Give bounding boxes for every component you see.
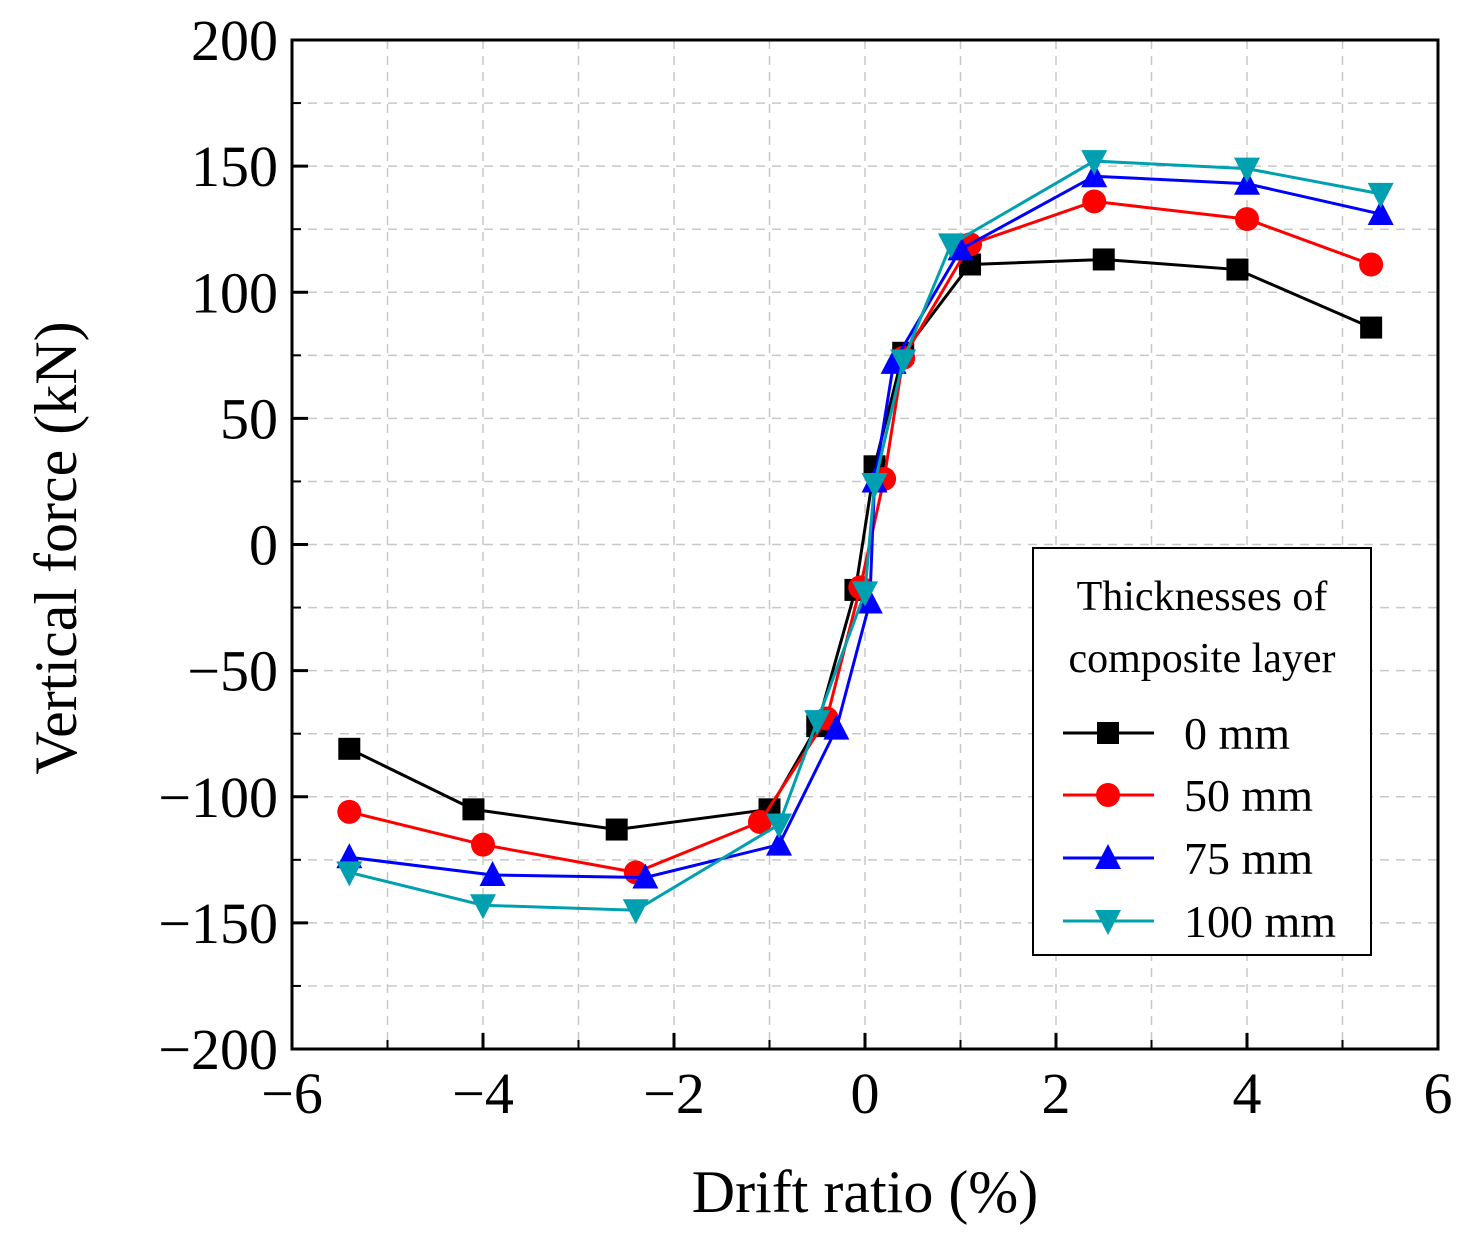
- data-point: [337, 799, 362, 824]
- data-point: [856, 588, 883, 614]
- y-axis-label: Vertical force (kN): [23, 321, 89, 774]
- data-point: [823, 714, 850, 740]
- legend-entry: 100 mm: [1063, 896, 1336, 947]
- axis-ticks: [290, 38, 1440, 1051]
- x-tick-label: 6: [1424, 1061, 1453, 1126]
- y-tick-label: −200: [158, 1017, 278, 1082]
- data-point: [861, 472, 888, 498]
- x-tick-label: 4: [1233, 1061, 1262, 1126]
- data-point: [1235, 207, 1259, 232]
- data-point: [804, 710, 831, 736]
- legend-label: 0 mm: [1184, 708, 1290, 759]
- data-point: [1367, 200, 1394, 226]
- legend-marker: [1096, 783, 1120, 807]
- series-layer: [336, 150, 1394, 925]
- data-point: [1082, 189, 1107, 214]
- data-point: [1234, 157, 1260, 183]
- data-point: [947, 235, 974, 261]
- legend-entry: 50 mm: [1063, 770, 1313, 821]
- x-tick-label: −2: [643, 1061, 705, 1126]
- legend: Thicknesses of composite layer 0 mm 50 mm…: [1032, 547, 1372, 956]
- x-tick-label: 2: [1042, 1061, 1071, 1126]
- data-point: [766, 813, 793, 839]
- series-line: [348, 257, 1372, 832]
- data-point: [338, 737, 361, 760]
- data-point: [1359, 252, 1384, 277]
- y-tick-label: 0: [249, 513, 278, 578]
- data-point: [622, 899, 649, 925]
- y-tick-label: −100: [158, 765, 278, 830]
- x-axis-label: Drift ratio (%): [692, 1159, 1039, 1225]
- x-tick-label: 0: [851, 1061, 880, 1126]
- data-point: [462, 798, 485, 821]
- series-line: [349, 174, 1382, 879]
- legend-entry: 75 mm: [1063, 833, 1313, 884]
- data-point: [471, 832, 495, 857]
- y-tick-label: 150: [191, 134, 278, 199]
- legend-box: [1032, 547, 1372, 956]
- x-tick-labels: −6 −4 −2 0 2 4 6: [261, 1061, 1452, 1126]
- series-line: [348, 159, 1381, 912]
- data-point: [852, 581, 878, 607]
- data-point: [1092, 248, 1115, 271]
- data-point: [766, 830, 793, 856]
- data-point: [470, 894, 496, 920]
- legend-marker: [1095, 844, 1121, 869]
- y-tick-labels: −200 −150 −100 −50 0 50 100 150 200: [158, 8, 278, 1082]
- data-point: [632, 863, 659, 889]
- legend-marker: [1095, 910, 1121, 935]
- data-point: [479, 860, 506, 886]
- legend-marker: [1097, 722, 1119, 744]
- legend-title-line-1: Thicknesses of: [1077, 574, 1328, 620]
- x-tick-label: −6: [261, 1061, 323, 1126]
- y-tick-label: 200: [191, 8, 278, 73]
- data-point: [747, 809, 772, 834]
- x-tick-label: −4: [452, 1061, 514, 1126]
- data-point: [1081, 150, 1108, 176]
- data-point: [605, 818, 628, 841]
- legend-label: 50 mm: [1184, 770, 1313, 821]
- data-point: [336, 861, 363, 887]
- legend-label: 100 mm: [1184, 896, 1336, 947]
- series-4: [336, 150, 1394, 925]
- data-point: [1226, 258, 1249, 281]
- y-tick-label: −150: [158, 891, 278, 956]
- y-tick-label: −50: [187, 639, 278, 704]
- legend-label: 75 mm: [1184, 833, 1313, 884]
- data-point: [1367, 182, 1394, 208]
- legend-title-line-2: composite layer: [1068, 636, 1335, 682]
- y-tick-label: 50: [220, 386, 278, 451]
- data-point: [1360, 316, 1383, 339]
- y-tick-label: 100: [191, 260, 278, 325]
- data-point: [890, 349, 917, 375]
- data-point: [937, 233, 964, 259]
- legend-entries: 0 mm 50 mm 75 mm 100 mm: [1063, 708, 1336, 947]
- legend-entry: 0 mm: [1063, 708, 1290, 759]
